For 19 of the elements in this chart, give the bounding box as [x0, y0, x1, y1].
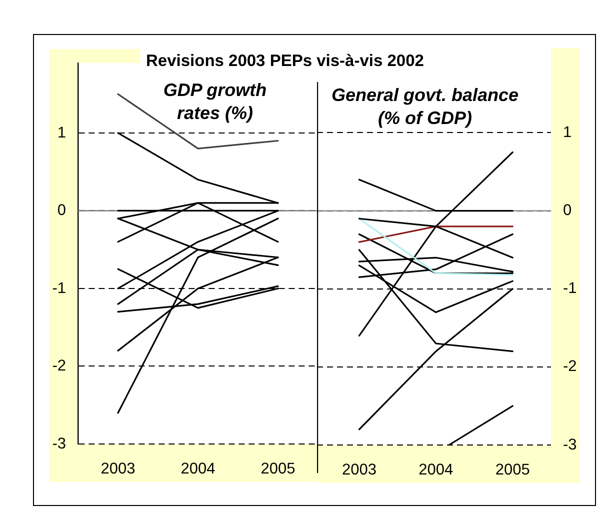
text: GDP growth rates (%)	[162, 79, 268, 125]
y-tick-label: -1	[52, 280, 66, 297]
x-tick-label: 2005	[495, 462, 530, 479]
x-tick-label: 2003	[100, 460, 136, 478]
y-tick-label: 0	[57, 202, 66, 220]
y-tick-label: 1	[563, 124, 572, 142]
chart-title: Revisions 2003 PEPs vis-à-vis 2002	[146, 52, 424, 71]
y-tick-label: 0	[563, 202, 572, 220]
y-tick-label: -3	[52, 435, 66, 452]
x-tick-label: 2004	[180, 460, 216, 478]
y-tick-label: -2	[563, 358, 577, 376]
y-tick-label: -2	[52, 358, 66, 375]
text: General govt. balance (% of GDP)	[330, 84, 520, 130]
x-tick-label: 2004	[418, 462, 454, 479]
x-tick-label: 2003	[342, 462, 376, 479]
y-tick-label: -1	[563, 280, 577, 298]
x-tick-label: 2005	[260, 460, 296, 478]
y-tick-label: -3	[563, 436, 577, 454]
y-tick-label: 1	[57, 124, 66, 142]
